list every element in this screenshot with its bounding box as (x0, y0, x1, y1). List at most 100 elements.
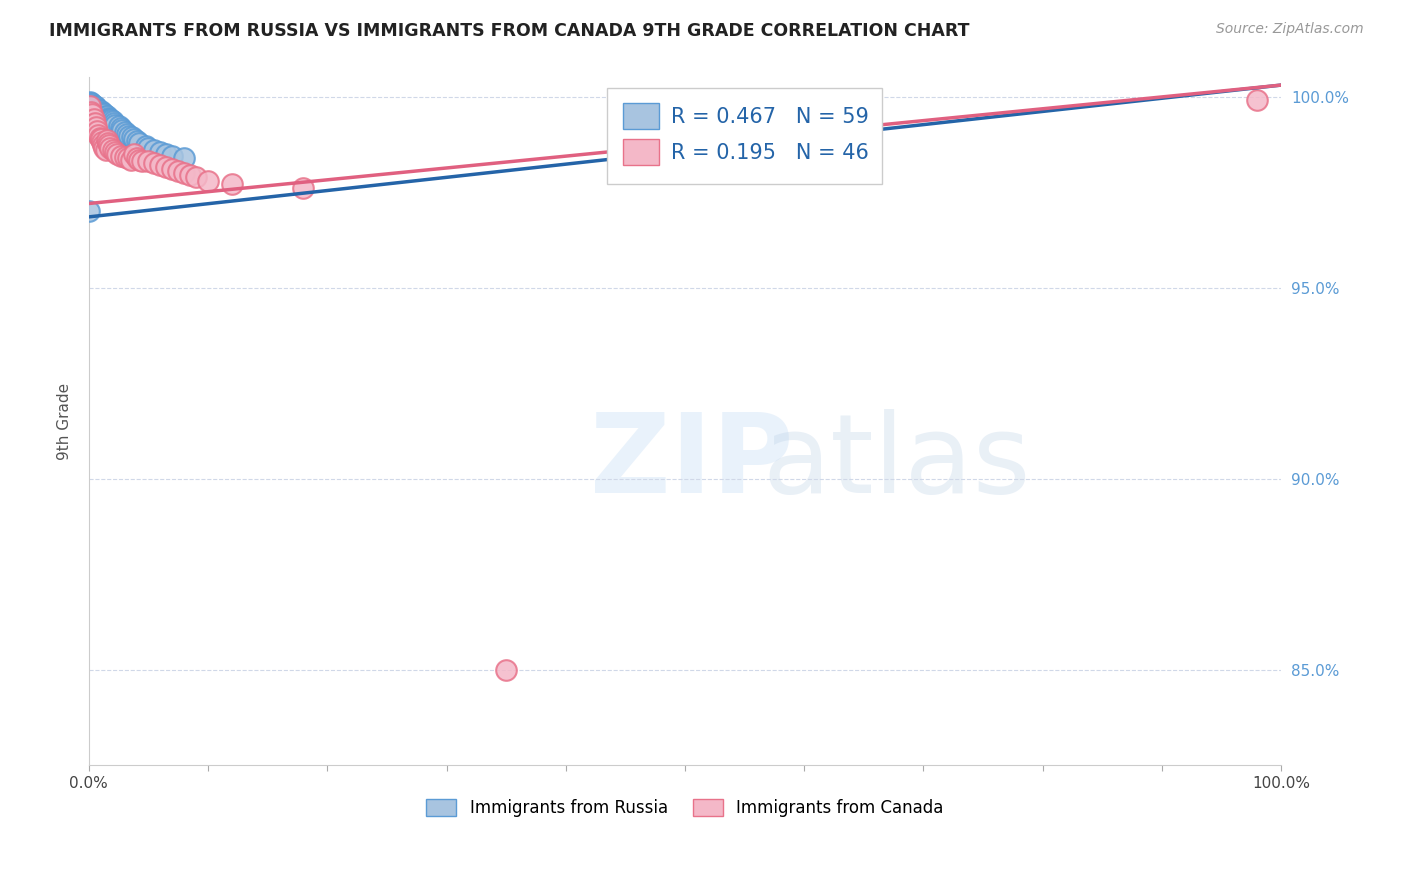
Point (86, 124, 108, 138)
Point (80, 102, 103, 116)
Point (79, 111, 101, 125)
Point (115, 127, 138, 141)
Point (114, 150, 136, 164)
Point (143, 143, 166, 157)
Point (82, 103, 104, 117)
Point (83, 116, 105, 130)
Point (80, 96, 103, 111)
Point (101, 143, 124, 157)
Point (82, 118, 104, 132)
Point (87, 103, 110, 117)
Point (98, 138, 121, 153)
FancyBboxPatch shape (623, 103, 659, 129)
Point (79, 99, 101, 113)
Point (86, 102, 108, 116)
Point (86, 104, 108, 119)
Point (104, 118, 127, 132)
Point (122, 132, 145, 146)
Point (117, 151, 139, 165)
Point (84, 100, 107, 114)
Point (128, 136, 150, 150)
FancyBboxPatch shape (623, 139, 659, 165)
Point (82, 100, 104, 114)
Point (118, 128, 141, 143)
Point (82, 105, 104, 120)
Point (80, 104, 103, 119)
Point (138, 141, 160, 155)
Point (128, 153, 150, 167)
Point (94, 143, 117, 157)
Point (89, 130, 111, 145)
Text: atlas: atlas (762, 409, 1031, 516)
Point (91, 109, 114, 123)
Point (90, 107, 112, 121)
Point (84, 103, 107, 118)
Point (167, 163, 190, 178)
Point (125, 134, 148, 148)
Point (82, 97, 104, 112)
Point (97, 136, 120, 150)
Point (138, 153, 160, 168)
Point (107, 146, 129, 161)
Point (292, 181, 315, 195)
Point (110, 149, 132, 163)
Point (110, 120, 132, 135)
Point (131, 154, 153, 169)
Point (173, 152, 195, 166)
Point (89, 104, 111, 119)
Point (80, 99, 103, 113)
Point (83, 102, 105, 116)
Point (111, 123, 134, 137)
Point (84, 120, 107, 134)
Point (162, 162, 184, 177)
Point (91, 138, 114, 153)
Point (173, 166, 195, 180)
Point (98, 112, 121, 126)
Text: R = 0.195   N = 46: R = 0.195 N = 46 (671, 143, 869, 163)
Point (91, 105, 114, 120)
Point (122, 146, 145, 161)
Point (186, 169, 208, 184)
Text: R = 0.467   N = 59: R = 0.467 N = 59 (671, 107, 869, 127)
Point (83, 99, 105, 113)
Point (125, 151, 148, 165)
Text: ZIP: ZIP (589, 409, 793, 516)
Point (91, 105, 114, 120)
Point (149, 158, 172, 172)
Point (96, 110, 118, 124)
Point (83, 99, 105, 113)
Text: Source: ZipAtlas.com: Source: ZipAtlas.com (1216, 22, 1364, 37)
Point (79, 95, 101, 110)
Point (84, 106, 107, 120)
Point (143, 156, 166, 170)
Point (89, 107, 111, 121)
Point (179, 168, 201, 182)
Point (83, 102, 105, 116)
Point (87, 128, 110, 142)
Point (1246, 94, 1268, 108)
Point (98, 141, 121, 155)
Point (79, 103, 101, 117)
Point (114, 125, 136, 139)
Point (98, 112, 121, 127)
Point (104, 145, 127, 159)
Point (83, 112, 105, 127)
Point (107, 120, 129, 134)
Point (101, 114, 124, 128)
Point (83, 104, 105, 119)
Point (135, 139, 157, 153)
Point (80, 104, 103, 119)
Legend: Immigrants from Russia, Immigrants from Canada: Immigrants from Russia, Immigrants from … (420, 792, 950, 823)
Point (93, 107, 115, 121)
Point (155, 146, 177, 161)
Point (83, 104, 105, 119)
Point (93, 141, 115, 155)
FancyBboxPatch shape (607, 87, 882, 184)
Point (96, 133, 118, 147)
Point (155, 160, 177, 174)
Point (121, 130, 143, 145)
Point (79, 99, 101, 113)
Point (221, 178, 243, 192)
Point (90, 132, 112, 146)
Y-axis label: 9th Grade: 9th Grade (58, 383, 72, 460)
